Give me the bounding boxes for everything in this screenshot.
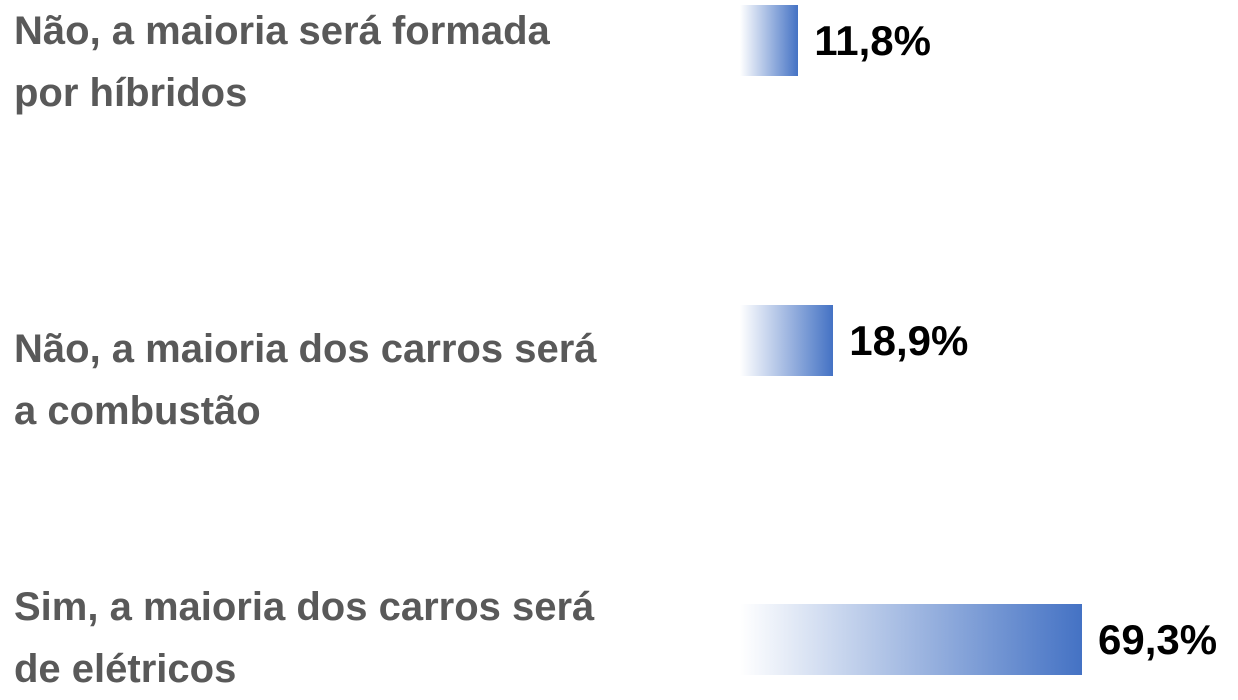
bar [740, 5, 799, 76]
value-label: 18,9% [849, 317, 969, 364]
category-label: Sim, a maioria dos carros será de elétri… [14, 585, 595, 691]
bar [740, 305, 834, 376]
value-label: 11,8% [814, 17, 931, 64]
category-label: Não, a maioria dos carros será a combust… [14, 327, 597, 433]
value-label: 69,3% [1098, 616, 1218, 663]
bar [740, 604, 1082, 675]
category-label: Não, a maioria será formada por híbridos [14, 9, 550, 115]
